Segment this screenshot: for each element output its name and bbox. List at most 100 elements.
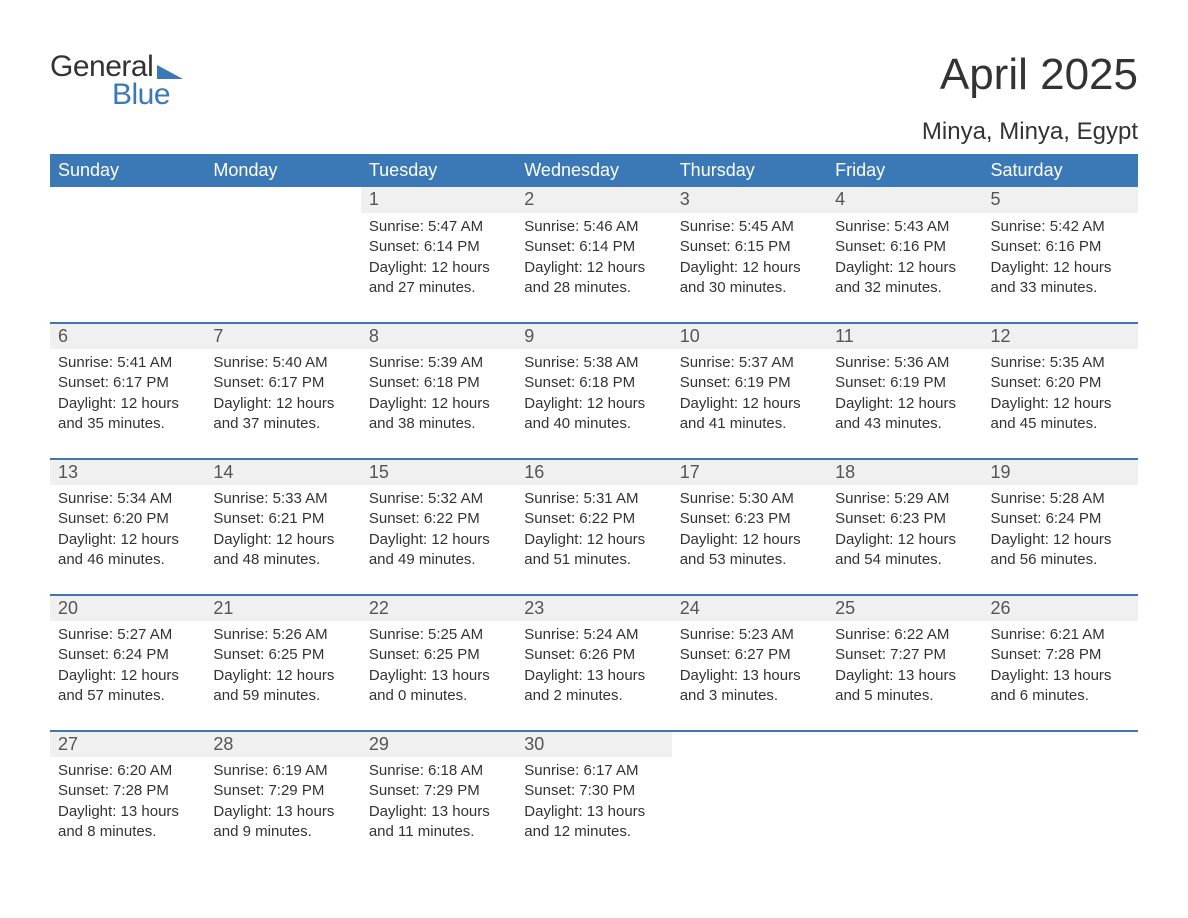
daylight-line1: Daylight: 12 hours (524, 530, 663, 550)
daylight-line2: and 35 minutes. (58, 414, 197, 434)
sunset-text: Sunset: 6:19 PM (835, 373, 974, 393)
day-content-row: Sunrise: 6:20 AMSunset: 7:28 PMDaylight:… (50, 757, 1138, 866)
day-number: 25 (827, 595, 982, 621)
day-cell: Sunrise: 5:26 AMSunset: 6:25 PMDaylight:… (205, 621, 360, 731)
page-title: April 2025 (940, 50, 1138, 100)
sunset-text: Sunset: 6:20 PM (991, 373, 1130, 393)
sunset-text: Sunset: 6:27 PM (680, 645, 819, 665)
sunrise-text: Sunrise: 5:46 AM (524, 217, 663, 237)
sunset-text: Sunset: 6:18 PM (524, 373, 663, 393)
sunrise-text: Sunrise: 5:35 AM (991, 353, 1130, 373)
sunrise-text: Sunrise: 5:29 AM (835, 489, 974, 509)
daylight-line2: and 27 minutes. (369, 278, 508, 298)
day-cell: Sunrise: 6:20 AMSunset: 7:28 PMDaylight:… (50, 757, 205, 866)
day-number (827, 731, 982, 757)
day-number: 13 (50, 459, 205, 485)
day-cell: Sunrise: 5:31 AMSunset: 6:22 PMDaylight:… (516, 485, 671, 595)
day-cell (827, 757, 982, 866)
sunrise-text: Sunrise: 6:18 AM (369, 761, 508, 781)
sunrise-text: Sunrise: 5:36 AM (835, 353, 974, 373)
daylight-line1: Daylight: 12 hours (835, 394, 974, 414)
daylight-line1: Daylight: 12 hours (680, 530, 819, 550)
sunset-text: Sunset: 6:14 PM (524, 237, 663, 257)
day-number: 2 (516, 187, 671, 213)
day-number: 18 (827, 459, 982, 485)
sunset-text: Sunset: 6:16 PM (991, 237, 1130, 257)
day-number: 1 (361, 187, 516, 213)
day-number: 23 (516, 595, 671, 621)
day-cell: Sunrise: 5:35 AMSunset: 6:20 PMDaylight:… (983, 349, 1138, 459)
daylight-line2: and 56 minutes. (991, 550, 1130, 570)
day-cell: Sunrise: 5:38 AMSunset: 6:18 PMDaylight:… (516, 349, 671, 459)
daynum-row: 27282930 (50, 731, 1138, 757)
day-number: 17 (672, 459, 827, 485)
daylight-line2: and 53 minutes. (680, 550, 819, 570)
daylight-line1: Daylight: 12 hours (991, 258, 1130, 278)
day-cell: Sunrise: 5:33 AMSunset: 6:21 PMDaylight:… (205, 485, 360, 595)
daylight-line2: and 38 minutes. (369, 414, 508, 434)
daylight-line2: and 5 minutes. (835, 686, 974, 706)
day-cell: Sunrise: 6:21 AMSunset: 7:28 PMDaylight:… (983, 621, 1138, 731)
daylight-line2: and 49 minutes. (369, 550, 508, 570)
logo-text-blue: Blue (112, 78, 170, 112)
sunrise-text: Sunrise: 6:19 AM (213, 761, 352, 781)
day-number: 19 (983, 459, 1138, 485)
day-cell: Sunrise: 5:29 AMSunset: 6:23 PMDaylight:… (827, 485, 982, 595)
col-wednesday: Wednesday (516, 154, 671, 187)
sunset-text: Sunset: 7:28 PM (58, 781, 197, 801)
daylight-line1: Daylight: 12 hours (213, 530, 352, 550)
sunset-text: Sunset: 6:14 PM (369, 237, 508, 257)
daylight-line1: Daylight: 13 hours (369, 666, 508, 686)
sunset-text: Sunset: 7:29 PM (213, 781, 352, 801)
sunrise-text: Sunrise: 6:22 AM (835, 625, 974, 645)
daylight-line2: and 0 minutes. (369, 686, 508, 706)
daylight-line2: and 30 minutes. (680, 278, 819, 298)
sunrise-text: Sunrise: 5:39 AM (369, 353, 508, 373)
daylight-line1: Daylight: 13 hours (524, 802, 663, 822)
day-number: 15 (361, 459, 516, 485)
daylight-line1: Daylight: 13 hours (835, 666, 974, 686)
daynum-row: 20212223242526 (50, 595, 1138, 621)
sunset-text: Sunset: 6:25 PM (369, 645, 508, 665)
sunrise-text: Sunrise: 5:34 AM (58, 489, 197, 509)
sunrise-text: Sunrise: 6:21 AM (991, 625, 1130, 645)
day-cell: Sunrise: 5:45 AMSunset: 6:15 PMDaylight:… (672, 213, 827, 323)
day-number: 26 (983, 595, 1138, 621)
day-cell: Sunrise: 5:40 AMSunset: 6:17 PMDaylight:… (205, 349, 360, 459)
day-content-row: Sunrise: 5:27 AMSunset: 6:24 PMDaylight:… (50, 621, 1138, 731)
daynum-row: 6789101112 (50, 323, 1138, 349)
sunrise-text: Sunrise: 5:23 AM (680, 625, 819, 645)
sunrise-text: Sunrise: 6:20 AM (58, 761, 197, 781)
day-number: 30 (516, 731, 671, 757)
day-content-row: Sunrise: 5:34 AMSunset: 6:20 PMDaylight:… (50, 485, 1138, 595)
day-cell: Sunrise: 6:17 AMSunset: 7:30 PMDaylight:… (516, 757, 671, 866)
day-number: 9 (516, 323, 671, 349)
sunset-text: Sunset: 6:22 PM (524, 509, 663, 529)
sunset-text: Sunset: 6:19 PM (680, 373, 819, 393)
day-cell: Sunrise: 5:25 AMSunset: 6:25 PMDaylight:… (361, 621, 516, 731)
daylight-line2: and 28 minutes. (524, 278, 663, 298)
daylight-line2: and 59 minutes. (213, 686, 352, 706)
col-thursday: Thursday (672, 154, 827, 187)
daylight-line2: and 51 minutes. (524, 550, 663, 570)
daylight-line2: and 45 minutes. (991, 414, 1130, 434)
daylight-line1: Daylight: 12 hours (58, 530, 197, 550)
sunrise-text: Sunrise: 5:28 AM (991, 489, 1130, 509)
sunset-text: Sunset: 6:21 PM (213, 509, 352, 529)
daylight-line1: Daylight: 12 hours (369, 530, 508, 550)
daylight-line2: and 6 minutes. (991, 686, 1130, 706)
day-cell: Sunrise: 5:41 AMSunset: 6:17 PMDaylight:… (50, 349, 205, 459)
day-number: 27 (50, 731, 205, 757)
col-friday: Friday (827, 154, 982, 187)
daylight-line2: and 37 minutes. (213, 414, 352, 434)
day-number: 4 (827, 187, 982, 213)
daylight-line2: and 32 minutes. (835, 278, 974, 298)
sunrise-text: Sunrise: 5:26 AM (213, 625, 352, 645)
day-cell: Sunrise: 5:47 AMSunset: 6:14 PMDaylight:… (361, 213, 516, 323)
daylight-line1: Daylight: 13 hours (58, 802, 197, 822)
sunset-text: Sunset: 7:29 PM (369, 781, 508, 801)
sunset-text: Sunset: 7:27 PM (835, 645, 974, 665)
daylight-line1: Daylight: 12 hours (58, 394, 197, 414)
daylight-line2: and 54 minutes. (835, 550, 974, 570)
daylight-line2: and 3 minutes. (680, 686, 819, 706)
